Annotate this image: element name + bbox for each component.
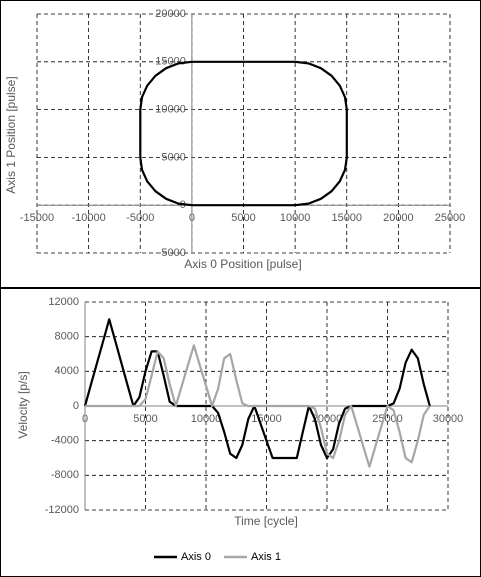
series-line [83, 318, 431, 460]
x-tick-label: 15000 [331, 212, 362, 224]
panel [0, 0, 481, 288]
x-tick-label: -5000 [126, 212, 154, 224]
y-tick-label: -12000 [45, 504, 79, 516]
series-line [139, 60, 348, 207]
x-tick-label: 20000 [383, 212, 414, 224]
x-axis-title: Axis 0 Position [pulse] [184, 257, 301, 271]
x-tick-label: 30000 [433, 413, 464, 425]
chart: -15000-10000-500005000100001500020000250… [4, 8, 465, 271]
legend-label: Axis 0 [181, 551, 211, 563]
y-tick-label: 20000 [155, 8, 186, 20]
y-tick-label: 12000 [48, 296, 79, 308]
y-tick-label: -4000 [51, 435, 79, 447]
y-tick-label: -5000 [158, 247, 186, 259]
x-tick-label: 25000 [435, 212, 466, 224]
y-axis-title: Velocity [p/s] [16, 371, 30, 438]
x-tick-label: -10000 [71, 212, 105, 224]
y-tick-label: 5000 [161, 151, 185, 163]
x-tick-label: 10000 [280, 212, 311, 224]
series-line [85, 344, 431, 468]
y-tick-label: 15000 [155, 56, 186, 68]
y-tick-label: 0 [73, 400, 79, 412]
x-tick-label: 10000 [191, 413, 222, 425]
x-tick-label: 5000 [133, 413, 157, 425]
y-tick-label: -8000 [51, 469, 79, 481]
chart: 050001000015000200002500030000-12000-800… [16, 296, 463, 563]
y-tick-label: 4000 [55, 365, 79, 377]
y-tick-label: 8000 [55, 331, 79, 343]
x-tick-label: -15000 [20, 212, 54, 224]
y-axis-title: Axis 1 Position [pulse] [4, 76, 18, 193]
legend-label: Axis 1 [251, 551, 281, 563]
x-axis-title: Time [cycle] [234, 514, 298, 528]
x-tick-label: 15000 [251, 413, 282, 425]
y-tick-label: 10000 [155, 104, 186, 116]
x-tick-label: 5000 [231, 212, 255, 224]
